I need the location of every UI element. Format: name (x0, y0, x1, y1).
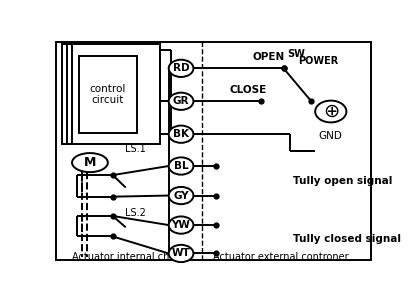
Text: control
circuit: control circuit (89, 84, 126, 105)
Text: GY: GY (173, 191, 189, 201)
Circle shape (315, 101, 346, 122)
Text: BK: BK (173, 129, 189, 139)
Bar (79, 56, 137, 133)
Text: SW: SW (287, 49, 305, 59)
Circle shape (169, 60, 194, 77)
Text: GR: GR (173, 96, 189, 106)
Text: OPEN: OPEN (253, 52, 285, 62)
Circle shape (169, 245, 194, 262)
Text: $\oplus$: $\oplus$ (323, 102, 339, 121)
Text: LS.2: LS.2 (125, 208, 146, 218)
Text: M: M (84, 156, 96, 169)
Text: GND: GND (319, 132, 343, 142)
Text: LS.1: LS.1 (125, 144, 146, 154)
Text: Tully open signal: Tully open signal (294, 176, 393, 186)
Text: WT: WT (172, 248, 190, 258)
Circle shape (169, 157, 194, 175)
Text: YW: YW (172, 220, 191, 230)
Circle shape (169, 217, 194, 234)
Ellipse shape (72, 153, 108, 172)
Text: Actuator external controner: Actuator external controner (213, 252, 348, 262)
Circle shape (169, 93, 194, 110)
Text: POWER: POWER (298, 56, 339, 66)
Text: Actuator internal chart: Actuator internal chart (72, 252, 183, 262)
Text: BL: BL (174, 161, 189, 171)
Text: CLOSE: CLOSE (229, 85, 266, 95)
Text: Tully closed signal: Tully closed signal (294, 234, 402, 244)
Circle shape (169, 126, 194, 143)
Circle shape (169, 187, 194, 204)
Text: RD: RD (173, 63, 189, 73)
Bar (62, 45, 160, 145)
